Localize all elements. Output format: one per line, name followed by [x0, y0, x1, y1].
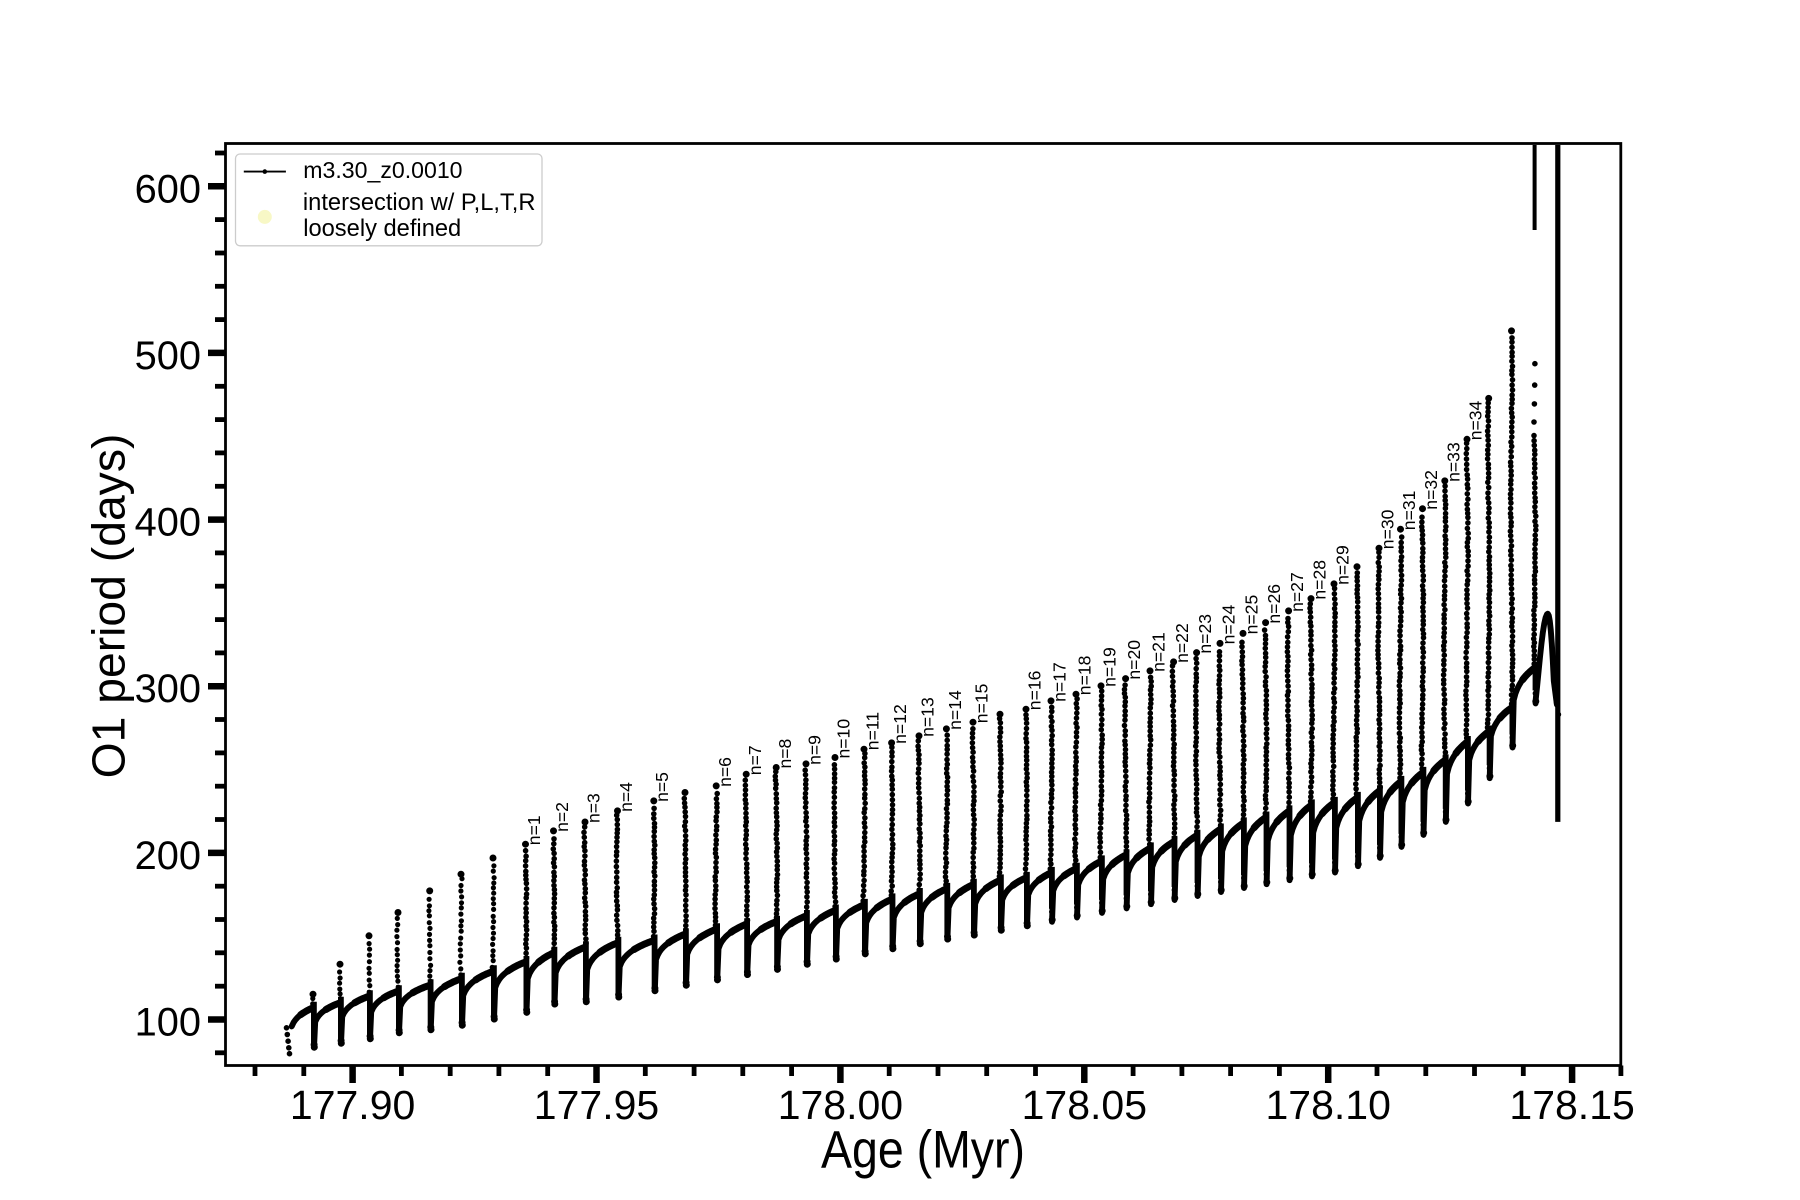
- svg-text:n=8: n=8: [775, 738, 795, 768]
- svg-text:m3.30_z0.0010: m3.30_z0.0010: [303, 157, 462, 183]
- svg-text:n=13: n=13: [918, 697, 938, 737]
- svg-text:n=33: n=33: [1443, 442, 1463, 482]
- svg-text:n=16: n=16: [1025, 670, 1045, 710]
- svg-text:500: 500: [135, 334, 201, 378]
- svg-text:n=34: n=34: [1466, 400, 1486, 440]
- svg-text:n=29: n=29: [1333, 545, 1353, 585]
- svg-text:n=27: n=27: [1287, 572, 1307, 612]
- svg-text:100: 100: [135, 1001, 201, 1045]
- svg-text:n=18: n=18: [1075, 655, 1095, 695]
- svg-text:n=19: n=19: [1100, 647, 1120, 687]
- svg-text:n=17: n=17: [1050, 662, 1070, 702]
- svg-text:n=30: n=30: [1378, 509, 1398, 549]
- svg-text:178.15: 178.15: [1509, 1082, 1634, 1128]
- svg-text:n=26: n=26: [1264, 584, 1284, 624]
- svg-text:178.00: 178.00: [778, 1082, 903, 1128]
- svg-text:Age (Myr): Age (Myr): [821, 1121, 1025, 1180]
- svg-text:n=1: n=1: [524, 815, 544, 845]
- svg-text:n=2: n=2: [552, 802, 572, 832]
- svg-text:177.95: 177.95: [534, 1082, 659, 1128]
- svg-text:178.10: 178.10: [1265, 1082, 1390, 1128]
- svg-text:n=3: n=3: [584, 793, 604, 823]
- svg-text:n=4: n=4: [616, 782, 636, 812]
- svg-text:n=7: n=7: [745, 745, 765, 775]
- svg-text:n=20: n=20: [1124, 640, 1144, 680]
- svg-text:n=21: n=21: [1149, 632, 1169, 672]
- svg-text:400: 400: [135, 501, 201, 545]
- svg-text:intersection w/ P,L,T,R: intersection w/ P,L,T,R: [303, 190, 536, 216]
- svg-text:n=25: n=25: [1242, 595, 1262, 635]
- svg-text:200: 200: [135, 834, 201, 878]
- svg-text:n=10: n=10: [834, 719, 854, 759]
- svg-text:n=5: n=5: [652, 772, 672, 802]
- svg-text:n=22: n=22: [1172, 623, 1192, 663]
- svg-text:loosely defined: loosely defined: [303, 216, 461, 242]
- svg-text:178.05: 178.05: [1022, 1082, 1147, 1128]
- svg-text:n=14: n=14: [945, 690, 965, 730]
- svg-text:n=15: n=15: [972, 683, 992, 723]
- svg-text:n=23: n=23: [1195, 614, 1215, 654]
- svg-text:n=9: n=9: [805, 735, 825, 765]
- svg-text:177.90: 177.90: [290, 1082, 415, 1128]
- svg-text:O1 period (days): O1 period (days): [83, 434, 135, 779]
- svg-text:300: 300: [135, 667, 201, 711]
- svg-text:n=32: n=32: [1421, 470, 1441, 510]
- svg-text:n=28: n=28: [1310, 560, 1330, 600]
- svg-text:n=24: n=24: [1219, 605, 1239, 645]
- svg-text:n=12: n=12: [890, 704, 910, 744]
- svg-text:600: 600: [135, 167, 201, 211]
- svg-text:n=31: n=31: [1399, 491, 1419, 531]
- svg-text:n=6: n=6: [715, 757, 735, 787]
- svg-text:n=11: n=11: [863, 712, 883, 750]
